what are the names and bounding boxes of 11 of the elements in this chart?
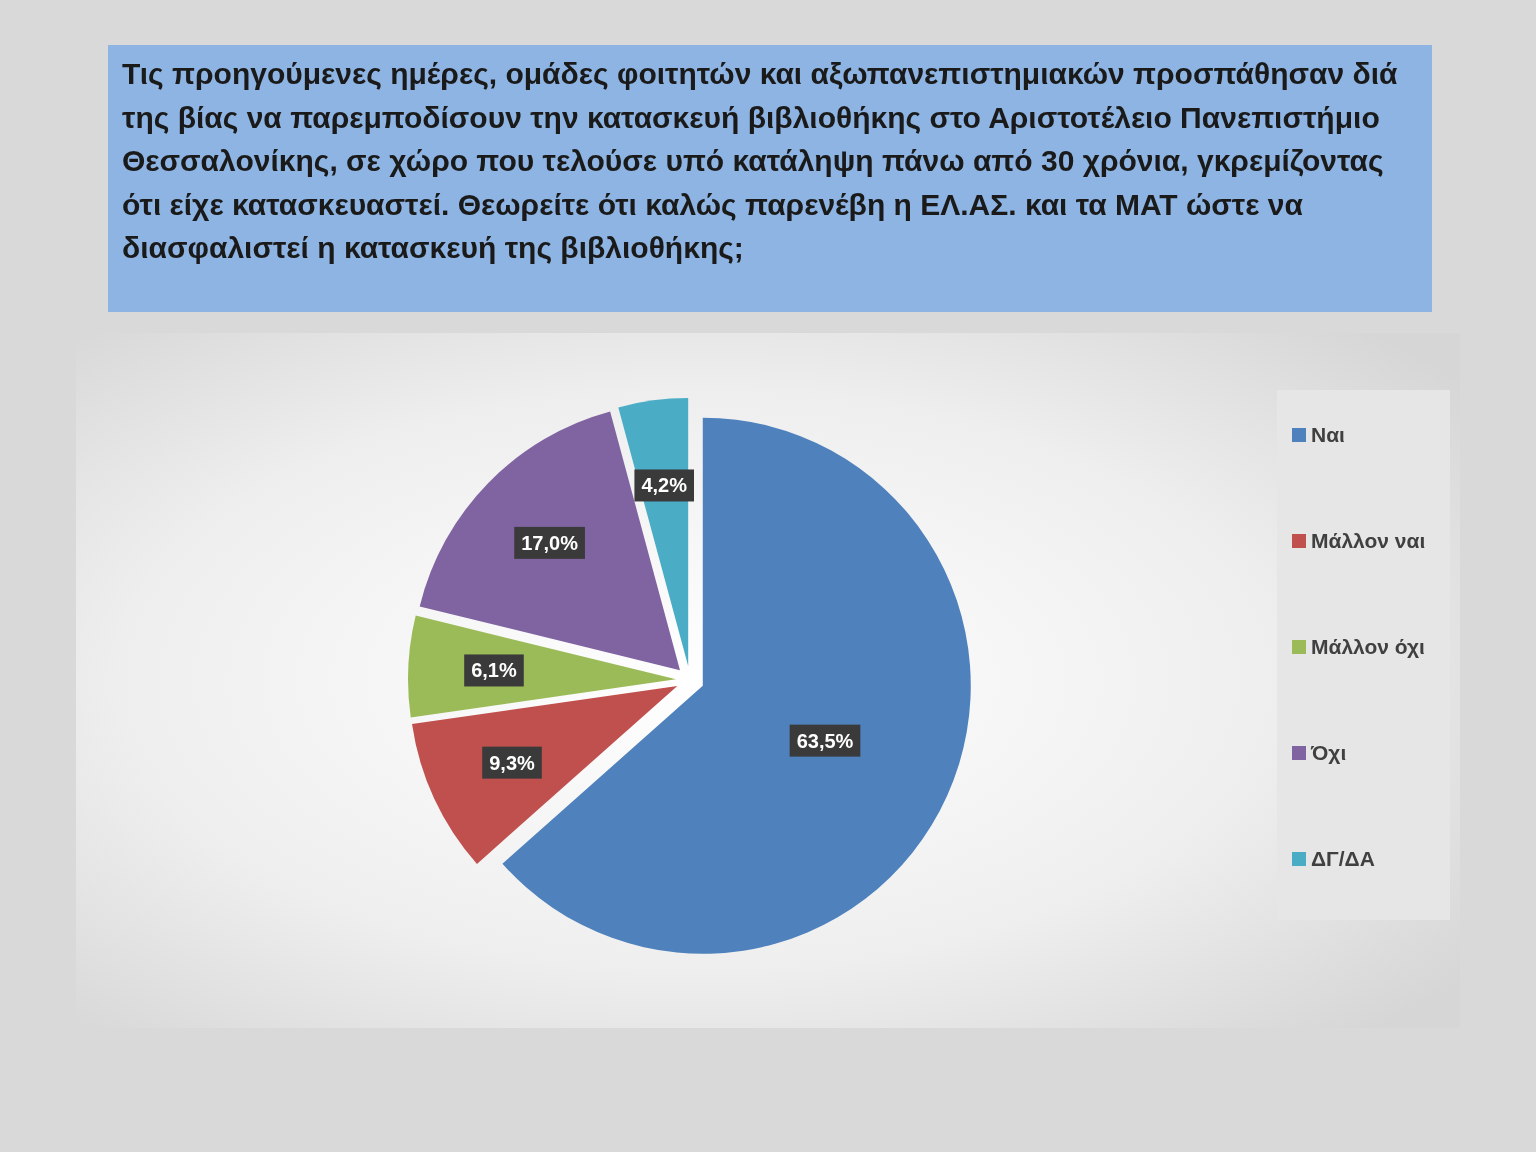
data-label: 17,0% [521,531,579,554]
data-label: 63,5% [796,729,854,752]
legend-label: Όχι [1310,741,1347,764]
legend-label: Μάλλον ναι [1311,529,1426,552]
legend-label: ΔΓ/ΔΑ [1311,847,1375,870]
data-label: 9,3% [489,751,536,774]
legend-label: Ναι [1311,423,1346,446]
chart-title: Τις προηγούμενες ημέρες, ομάδες φοιτητών και αξωπανεπιστημιακών προσπάθησαν διά της βίας να παρεμποδίσουν την κατασκευή βιβλιοθήκης στο Αριστοτέλειο Πανεπιστήμιο Θεσσαλονίκης, σε χώρο που τελούσε υπό κατάληψη πάνω από 30 χρόνια, γκρεμίζοντας ότι είχε κατασκευαστεί. Θεωρείτε ότι καλώς παρενέβη η ΕΛ.ΑΣ. και τα ΜΑΤ ώστε να διασφαλιστεί η κατασκευή της βιβλιοθήκης; [122,57,1399,264]
legend-label: Μάλλον όχι [1311,635,1425,658]
data-label: 4,2% [641,474,688,497]
data-label: 6,1% [471,659,517,682]
